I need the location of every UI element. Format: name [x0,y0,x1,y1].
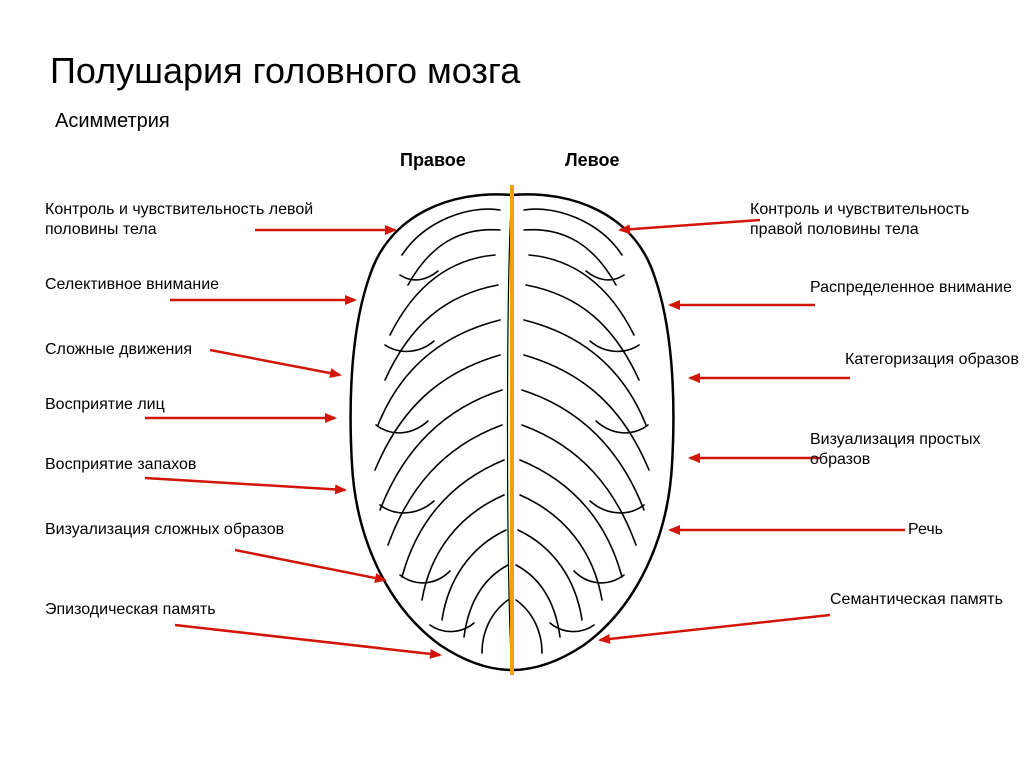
right-hemi-label-5: Визуализация сложных образов [45,520,284,540]
right-hemisphere-header: Правое [400,150,466,171]
right-hemi-label-4: Восприятие запахов [45,455,196,475]
subtitle: Асимметрия [55,110,170,133]
right-hemi-label-2: Сложные движения [45,340,192,360]
left-hemi-label-1: Распределенное внимание [810,278,1012,298]
left-hemi-label-5: Семантическая память [830,590,1003,610]
page-title: Полушария головного мозга [50,50,520,92]
left-hemi-label-4: Речь [908,520,943,540]
left-hemi-label-0: Контроль и чувствительность правой полов… [750,200,1020,240]
hemisphere-divider [510,185,514,675]
left-hemi-label-2: Категоризация образов [845,350,1019,370]
right-hemi-label-0: Контроль и чувствительность левой полови… [45,200,315,240]
left-hemisphere-header: Левое [565,150,619,171]
right-hemi-label-6: Эпизодическая память [45,600,216,620]
right-hemi-label-1: Селективное внимание [45,275,219,295]
right-hemi-label-3: Восприятие лиц [45,395,165,415]
brain-diagram [330,185,694,675]
left-hemi-label-3: Визуализация простых образов [810,430,1024,470]
